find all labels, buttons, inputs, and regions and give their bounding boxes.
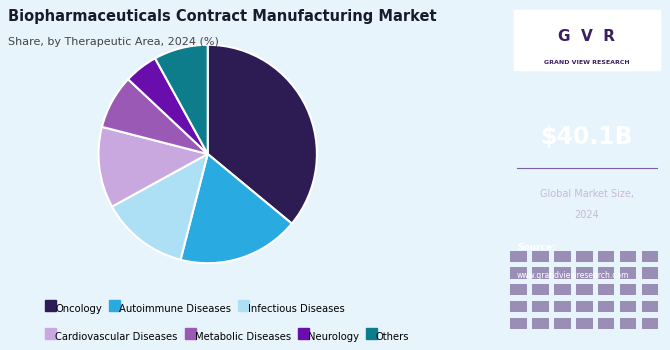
Bar (576, 301, 593, 312)
Bar (533, 318, 549, 329)
Bar (576, 318, 593, 329)
Bar (511, 284, 527, 295)
Bar (598, 301, 614, 312)
Bar (533, 267, 549, 279)
Bar (533, 251, 549, 262)
Bar (554, 267, 571, 279)
Bar (598, 251, 614, 262)
Bar (511, 251, 527, 262)
Bar (511, 267, 527, 279)
Bar (554, 301, 571, 312)
Bar (576, 251, 593, 262)
Bar (533, 301, 549, 312)
Bar (641, 284, 658, 295)
Text: $40.1B: $40.1B (541, 125, 633, 148)
Text: www.grandviewresearch.com: www.grandviewresearch.com (517, 271, 630, 280)
Wedge shape (128, 58, 208, 154)
Bar (554, 318, 571, 329)
Bar (511, 301, 527, 312)
Legend: Oncology, Autoimmune Diseases, Infectious Diseases: Oncology, Autoimmune Diseases, Infectiou… (45, 303, 344, 314)
Bar (576, 284, 593, 295)
Bar (598, 284, 614, 295)
Bar (641, 318, 658, 329)
Bar (554, 284, 571, 295)
FancyBboxPatch shape (514, 10, 660, 70)
Bar (620, 284, 636, 295)
Bar (554, 251, 571, 262)
Bar (598, 267, 614, 279)
Bar (533, 284, 549, 295)
Text: Global Market Size,: Global Market Size, (540, 189, 634, 199)
Text: G  V  R: G V R (558, 29, 616, 44)
Wedge shape (208, 45, 317, 224)
Bar (620, 251, 636, 262)
Bar (511, 318, 527, 329)
Wedge shape (98, 127, 208, 206)
Legend: Cardiovascular Diseases, Metabolic Diseases, Neurology, Others: Cardiovascular Diseases, Metabolic Disea… (45, 331, 409, 342)
Text: Source:: Source: (517, 243, 556, 252)
Wedge shape (155, 45, 208, 154)
Wedge shape (112, 154, 208, 260)
Bar (598, 318, 614, 329)
Bar (620, 318, 636, 329)
Bar (641, 301, 658, 312)
Bar (620, 301, 636, 312)
Text: Share, by Therapeutic Area, 2024 (%): Share, by Therapeutic Area, 2024 (%) (8, 37, 219, 47)
Text: GRAND VIEW RESEARCH: GRAND VIEW RESEARCH (544, 61, 630, 65)
Bar (641, 251, 658, 262)
Wedge shape (180, 154, 292, 263)
Text: Biopharmaceuticals Contract Manufacturing Market: Biopharmaceuticals Contract Manufacturin… (8, 9, 437, 24)
Bar (641, 267, 658, 279)
Bar (620, 267, 636, 279)
Text: 2024: 2024 (575, 210, 599, 220)
Bar (576, 267, 593, 279)
Wedge shape (102, 79, 208, 154)
